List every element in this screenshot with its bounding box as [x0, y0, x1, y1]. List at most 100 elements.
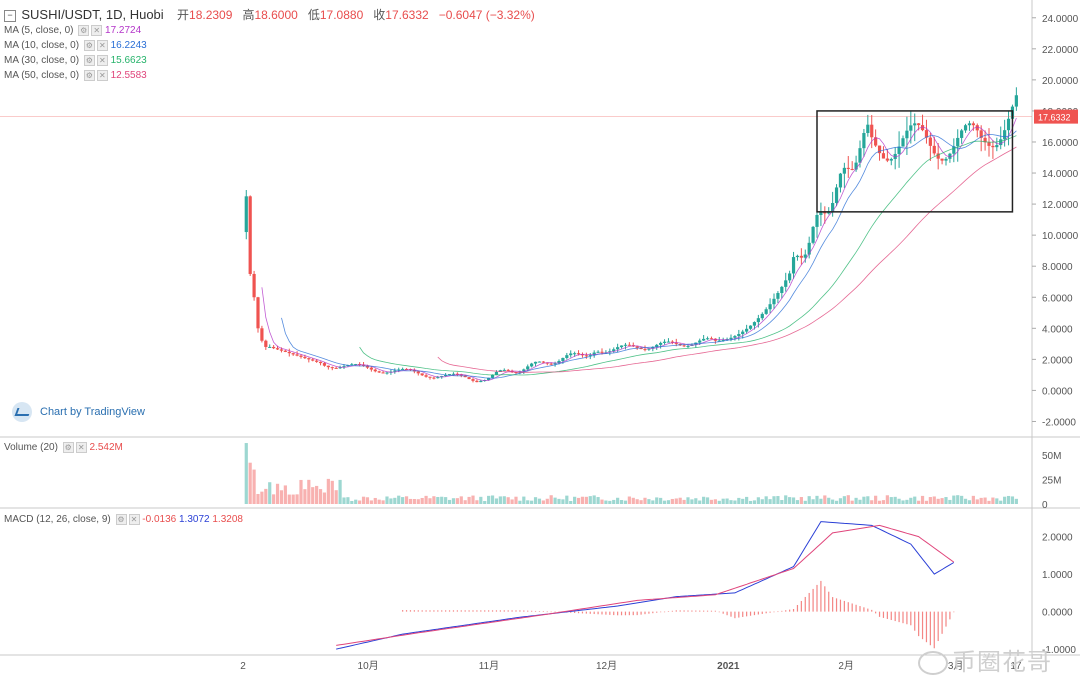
macd-histogram-bar — [421, 610, 423, 612]
settings-icon[interactable]: ⚙ — [83, 70, 95, 81]
volume-bar — [655, 497, 659, 504]
price-tick-label: 14.0000 — [1042, 169, 1079, 180]
volume-bar — [791, 497, 796, 504]
close-icon[interactable]: ✕ — [96, 70, 108, 81]
volume-bar — [557, 498, 561, 504]
candle-body — [987, 142, 991, 146]
macd-histogram-bar — [746, 611, 748, 617]
macd-histogram-bar — [546, 611, 548, 613]
ma-line-30 — [359, 135, 1017, 376]
tradingview-watermark[interactable]: Chart by TradingView — [12, 402, 145, 422]
candle-body — [490, 374, 495, 378]
macd-legend[interactable]: MACD (12, 26, close, 9) ⚙ ✕ -0.0136 1.307… — [4, 514, 243, 525]
candle-body — [463, 375, 467, 378]
volume-bar — [780, 500, 784, 504]
candle-body — [369, 367, 373, 370]
settings-icon[interactable]: ⚙ — [83, 55, 95, 66]
candle-body — [576, 353, 581, 355]
candle-body — [420, 373, 424, 376]
signal-line — [336, 524, 955, 646]
macd-histogram-bar — [495, 610, 498, 612]
volume-bar — [631, 497, 635, 504]
macd-histogram-bar — [640, 611, 642, 615]
macd-histogram-bar — [609, 611, 611, 615]
candle-body — [967, 123, 972, 126]
macd-histogram-bar — [663, 611, 666, 613]
candle-body — [569, 353, 573, 356]
macd-histogram-bar — [581, 611, 584, 614]
ma5-legend[interactable]: MA (5, close, 0) ⚙ ✕ 17.2724 — [4, 25, 141, 36]
candle-body — [920, 125, 925, 131]
volume-bar — [870, 500, 874, 504]
candle-body — [365, 365, 370, 368]
ma50-legend[interactable]: MA (50, close, 0) ⚙ ✕ 12.5583 — [4, 70, 147, 81]
close-icon[interactable]: ✕ — [91, 25, 103, 36]
volume-bar — [248, 462, 252, 504]
volume-tick-label: 50M — [1042, 451, 1061, 462]
collapse-icon[interactable]: − — [4, 9, 16, 22]
volume-bar — [299, 479, 303, 504]
ma30-value: 15.6623 — [110, 55, 147, 67]
settings-icon[interactable]: ⚙ — [62, 442, 74, 453]
volume-bar — [952, 495, 956, 504]
ma30-legend[interactable]: MA (30, close, 0) ⚙ ✕ 15.6623 — [4, 55, 147, 66]
candle-body — [850, 168, 854, 170]
macd-histogram-bar — [691, 610, 693, 612]
close-icon[interactable]: ✕ — [75, 442, 87, 453]
volume-bar — [881, 500, 886, 504]
candle-body — [561, 357, 565, 361]
volume-bar — [842, 496, 846, 504]
candle-body — [260, 328, 264, 341]
macd-histogram-bar — [574, 611, 576, 613]
macd-histogram-bar — [718, 611, 720, 613]
macd-histogram-bar — [452, 610, 455, 612]
macd-histogram-bar — [667, 611, 670, 612]
close-icon[interactable]: ✕ — [96, 40, 108, 51]
candle-body — [819, 211, 823, 215]
settings-icon[interactable]: ⚙ — [83, 40, 95, 51]
volume-bar — [1010, 496, 1015, 504]
candle-body — [275, 348, 280, 350]
macd-histogram-bar — [890, 611, 892, 621]
volume-bar — [1014, 498, 1018, 504]
candle-body — [623, 344, 628, 346]
candle-body — [537, 361, 542, 363]
volume-bar — [991, 497, 995, 504]
volume-bar — [318, 489, 323, 504]
macd-histogram-bar — [949, 611, 951, 620]
price-tick-label: -2.0000 — [1042, 417, 1076, 428]
candle-body — [729, 337, 733, 340]
close-icon[interactable]: ✕ — [96, 55, 108, 66]
volume-bar — [569, 500, 573, 504]
volume-legend[interactable]: Volume (20) ⚙ ✕ 2.542M — [4, 442, 123, 453]
candle-body — [533, 361, 538, 364]
volume-bar — [537, 498, 542, 504]
macd-histogram-bar — [589, 611, 591, 614]
volume-bar — [588, 496, 592, 504]
candle-body — [881, 153, 886, 159]
candle-body — [279, 349, 284, 351]
volume-bar — [975, 499, 979, 504]
settings-icon[interactable]: ⚙ — [115, 514, 127, 525]
volume-bar — [600, 499, 604, 504]
settings-icon[interactable]: ⚙ — [78, 25, 90, 36]
macd-histogram-bar — [789, 609, 791, 612]
ma10-legend[interactable]: MA (10, close, 0) ⚙ ✕ 16.2243 — [4, 40, 147, 51]
candle-body — [948, 153, 952, 159]
close-value: 17.6332 — [385, 8, 429, 22]
macd-histogram-bar — [902, 611, 904, 624]
ma30-label: MA (30, close, 0) — [4, 55, 80, 67]
volume-bar — [662, 500, 667, 504]
macd-histogram-bar — [632, 611, 634, 616]
volume-bar — [659, 497, 663, 504]
candle-body — [252, 273, 256, 298]
volume-bar — [971, 495, 975, 504]
close-icon[interactable]: ✕ — [128, 514, 140, 525]
candle-body — [944, 158, 948, 161]
macd-histogram-bar — [448, 610, 451, 612]
time-tick-label: 11月 — [479, 660, 499, 672]
volume-bar — [365, 497, 370, 504]
candle-body — [905, 130, 909, 139]
